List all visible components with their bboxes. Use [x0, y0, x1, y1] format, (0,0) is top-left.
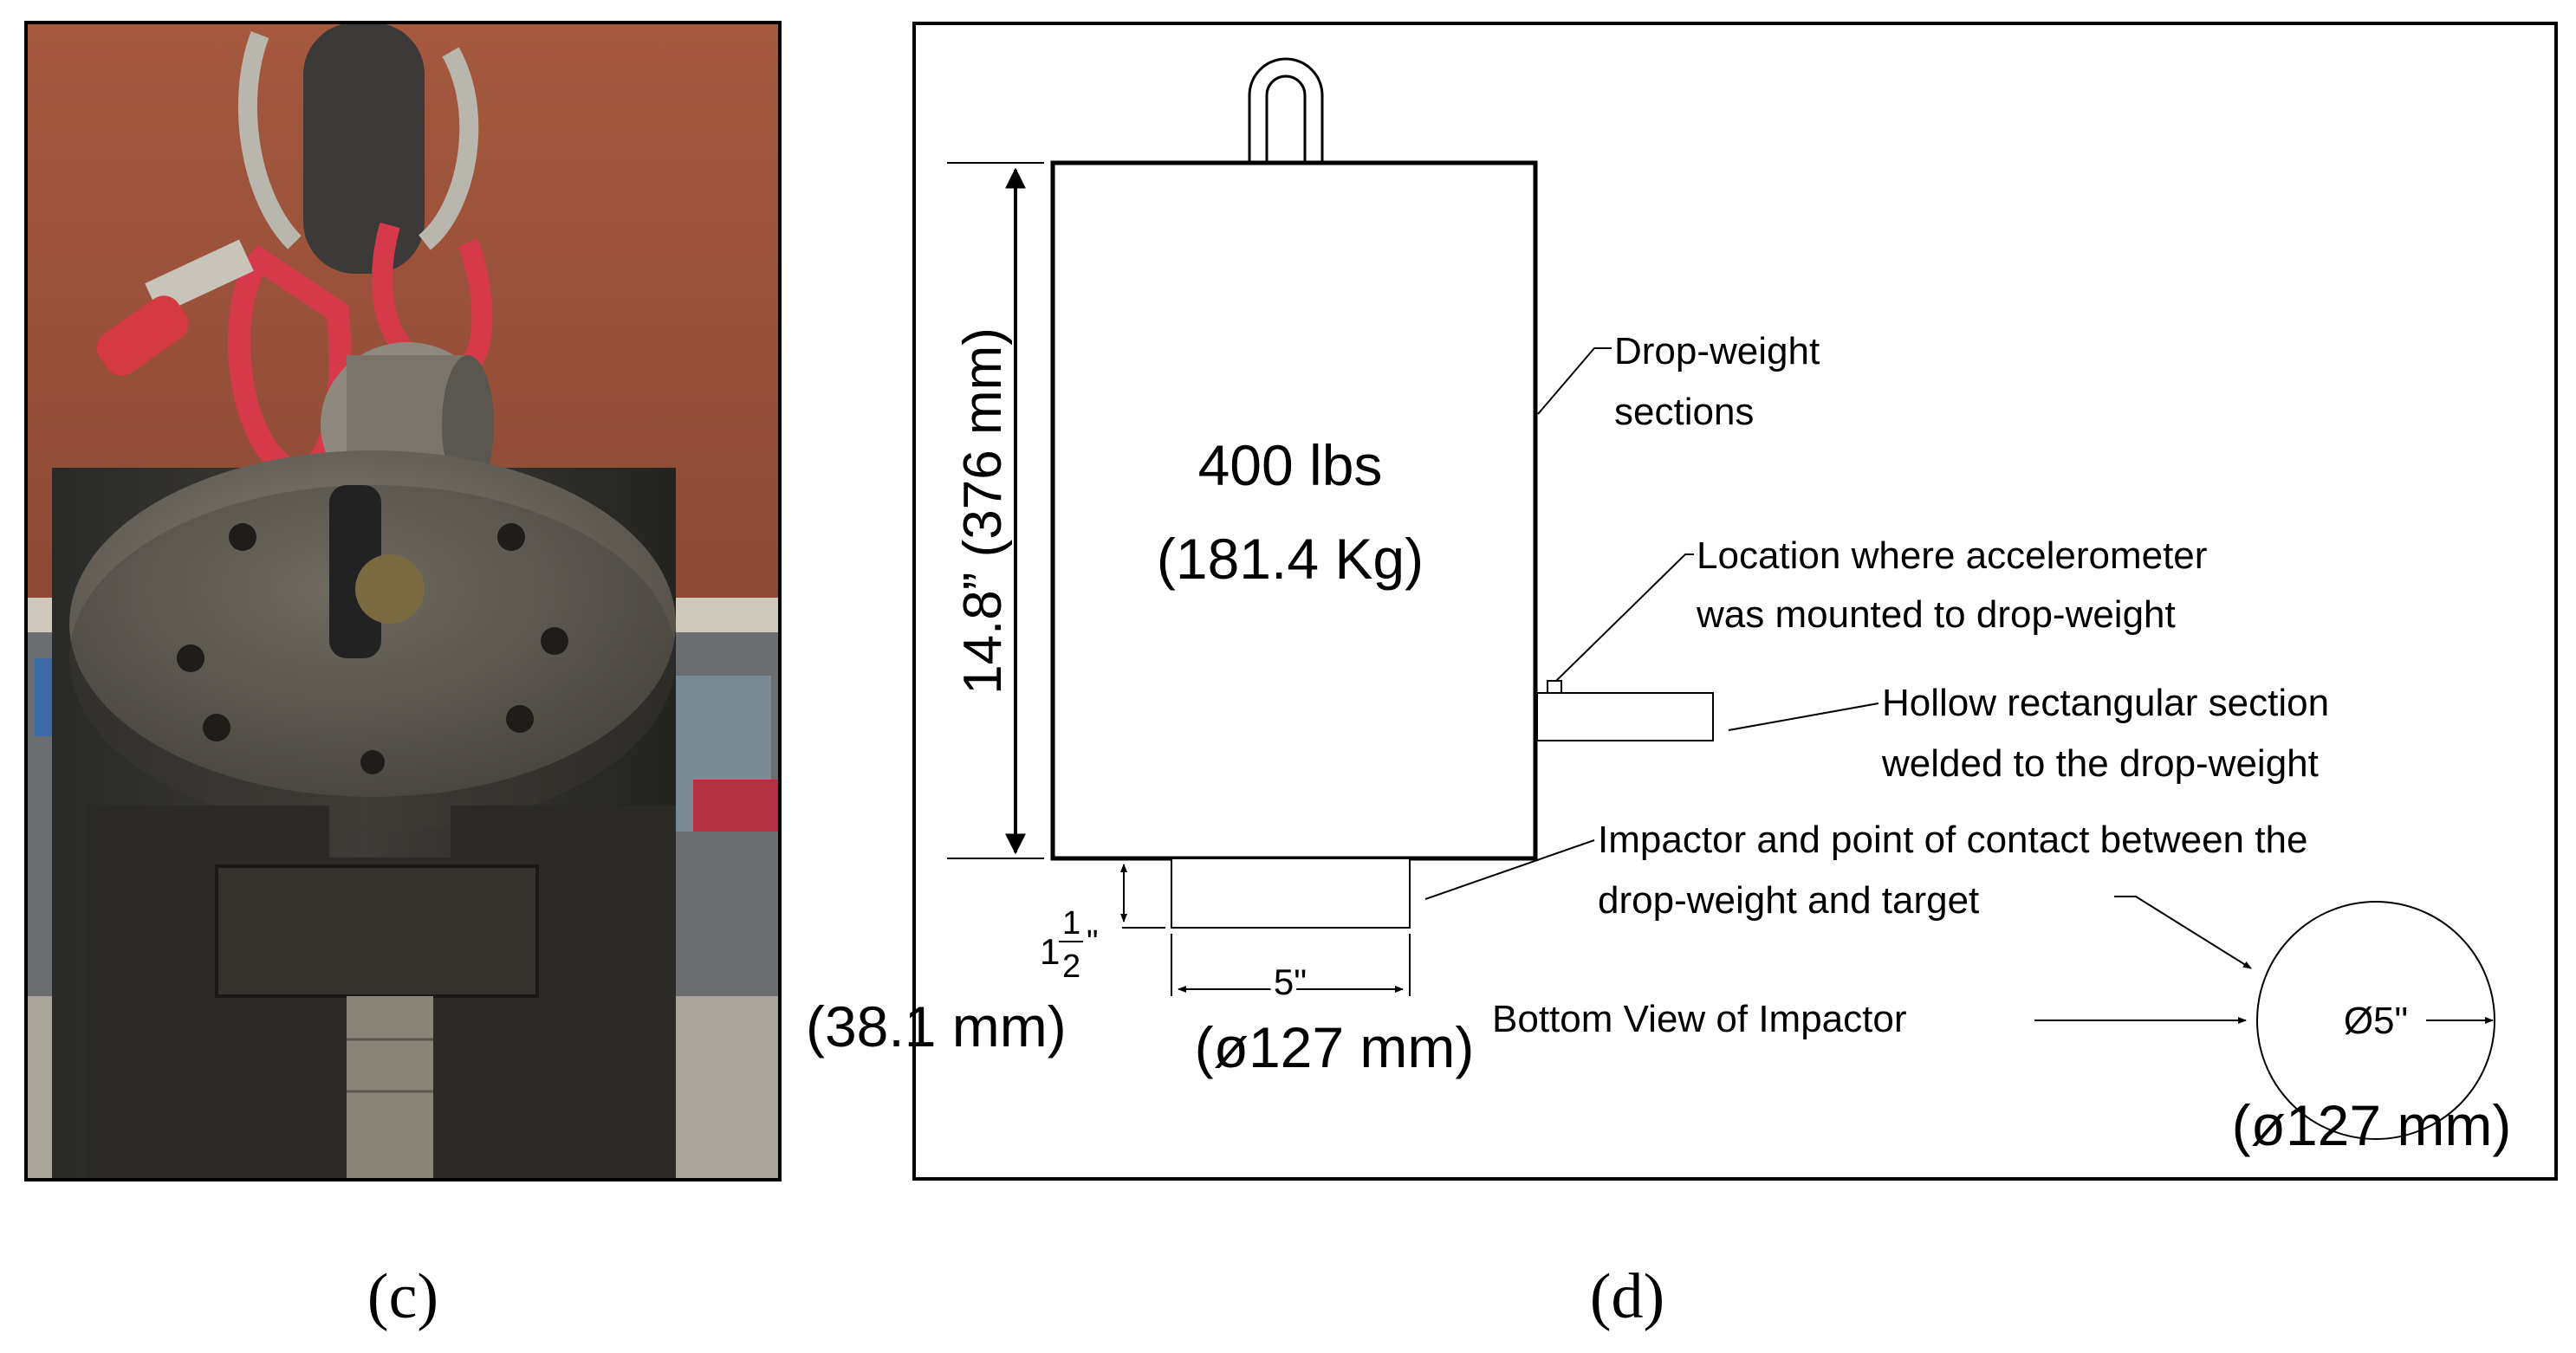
impactor-width-text: 5" [1274, 961, 1307, 1002]
leader-accelerometer [1555, 554, 1694, 682]
label-sections-1: Drop-weight [1614, 330, 1820, 372]
impactor [1171, 858, 1411, 929]
weight-lbs-text: 400 lbs [1198, 433, 1383, 497]
circle-dia-text: Ø5" [2344, 1000, 2408, 1042]
caption-c: (c) [367, 1261, 439, 1332]
photo-border [24, 21, 782, 1181]
drop-weight-body [1050, 160, 1538, 861]
bottom-view-label: Bottom View of Impactor [1492, 998, 1907, 1040]
impactor-width-mm: (ø127 mm) [1195, 1015, 1475, 1079]
photo-panel [24, 21, 782, 1181]
label-accel-2: was mounted to drop-weight [1696, 593, 2176, 636]
weight-kg-text: (181.4 Kg) [1157, 527, 1424, 591]
impactor-height-whole: 1 [1040, 931, 1060, 972]
label-impactor-1: Impactor and point of contact between th… [1598, 819, 2307, 861]
accelerometer [1547, 680, 1562, 694]
height-dim-text: 14.8” (376 mm) [953, 327, 1013, 695]
lifting-eye-outer [1248, 57, 1324, 163]
label-impactor-2: drop-weight and target [1598, 879, 1979, 922]
leader-sections [1537, 347, 1612, 415]
lifting-eye-inner [1265, 74, 1307, 163]
red-handle [96, 295, 189, 376]
hollow-rect-section [1536, 692, 1714, 741]
leader-impactor-to-circle [2114, 896, 2252, 969]
caption-d: (d) [1589, 1261, 1665, 1332]
impactor-height-unit: " [1087, 924, 1099, 961]
label-hollow-1: Hollow rectangular section [1882, 682, 2329, 724]
label-sections-2: sections [1614, 391, 1754, 433]
leader-impactor [1424, 839, 1595, 900]
circle-dia-mm: (ø127 mm) [2232, 1093, 2512, 1157]
front-plate [215, 864, 539, 998]
impactor-height-den: 2 [1062, 948, 1080, 985]
label-hollow-2: welded to the drop-weight [1881, 742, 2319, 785]
diagram-panel: 400 lbs (181.4 Kg) 14.8” (376 mm) 1 1 2 … [806, 22, 2558, 1181]
leader-hollow [1728, 702, 1879, 731]
label-accel-1: Location where accelerometer [1697, 534, 2207, 577]
impactor-height-mm: (38.1 mm) [806, 994, 1067, 1058]
impactor-height-num: 1 [1062, 905, 1080, 942]
impactor-bottom-circle [2256, 901, 2495, 1140]
hook [303, 23, 425, 274]
